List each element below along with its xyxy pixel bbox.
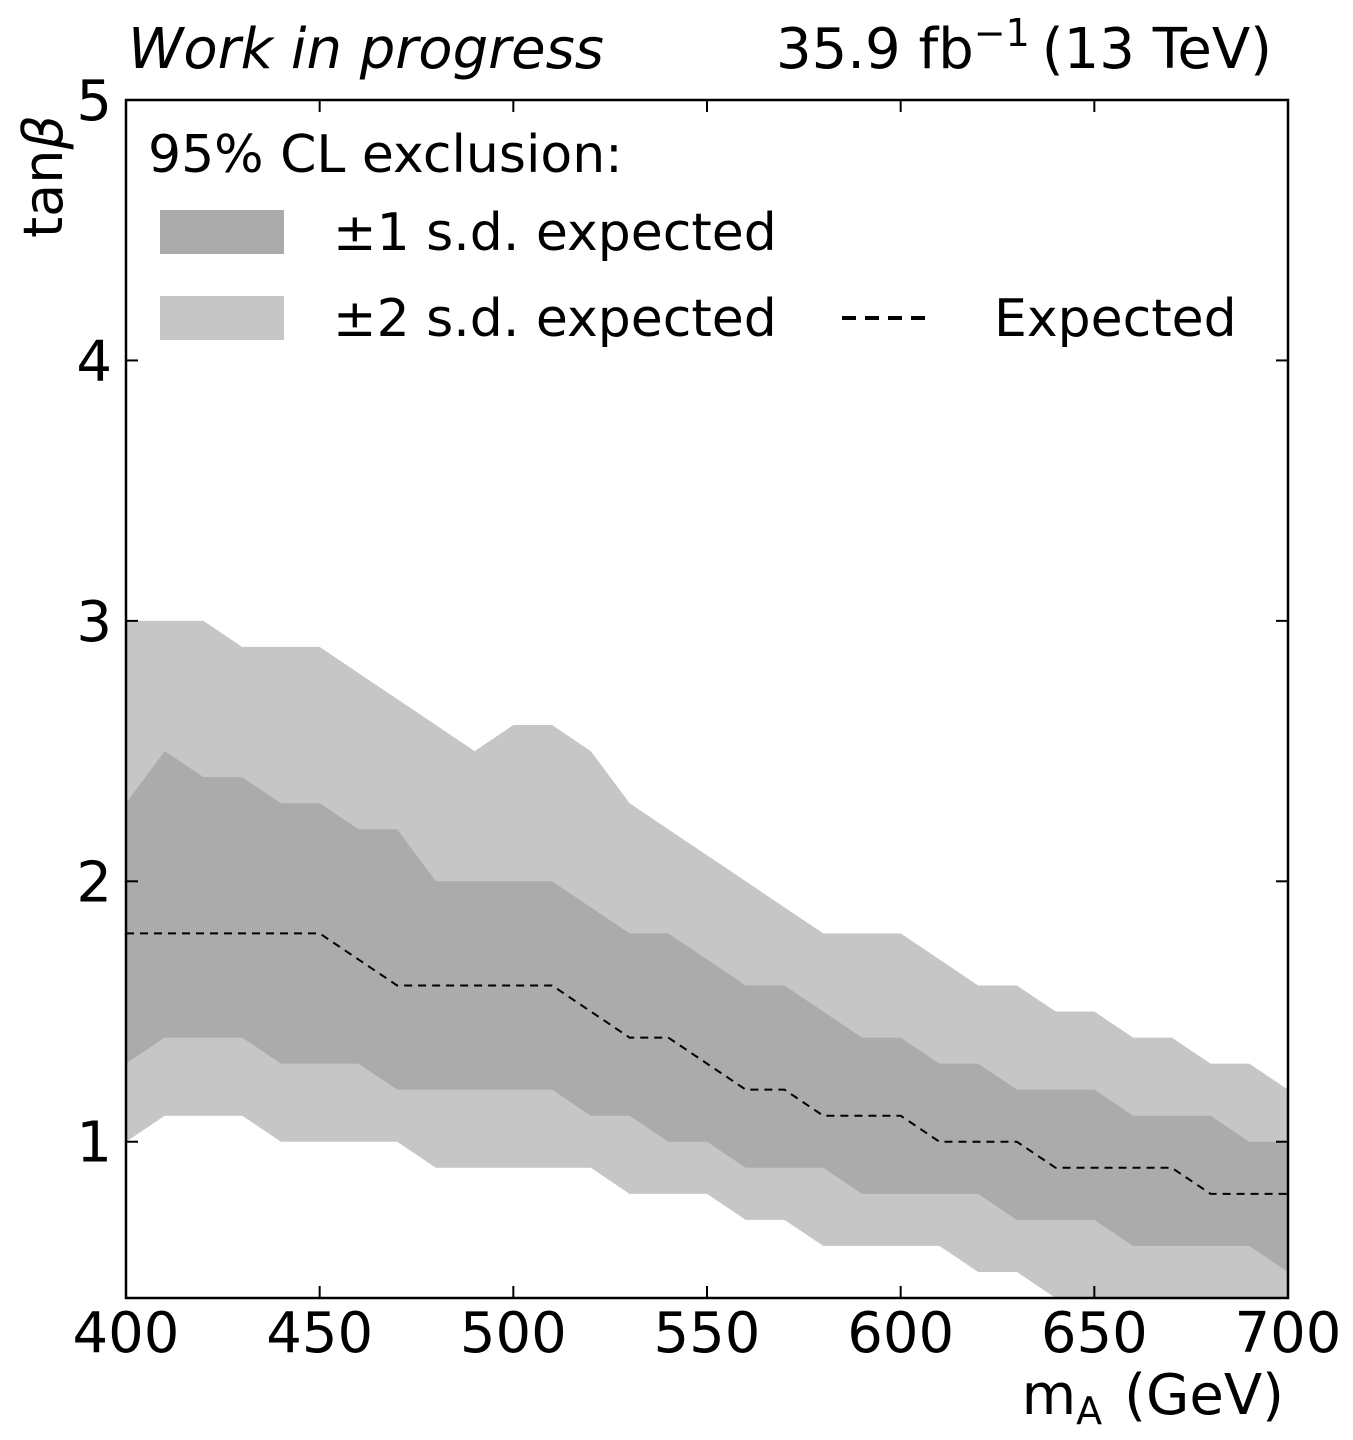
x-tick-label: 700: [1235, 1301, 1342, 1366]
x-axis-label-main: m: [1022, 1363, 1077, 1428]
y-tick-label: 1: [76, 1111, 112, 1176]
lumi-value: 35.9 fb: [776, 17, 974, 82]
x-tick-label: 500: [460, 1301, 567, 1366]
x-tick-label: 650: [1041, 1301, 1148, 1366]
band-1sd: [126, 751, 1288, 1272]
legend-swatch-1sd: [160, 210, 284, 254]
axis-ticks: 400 450 500 550 600 650 700 1 2 3 4 5: [73, 69, 1342, 1366]
x-axis-label: mA (GeV): [1022, 1363, 1284, 1433]
x-tick-label: 400: [73, 1301, 180, 1366]
lumi-exponent: −1: [974, 11, 1030, 55]
x-tick-label: 550: [654, 1301, 761, 1366]
plot-area: [126, 620, 1288, 1298]
x-axis-label-sub: A: [1076, 1389, 1102, 1433]
y-axis-label-symbol: β: [12, 115, 75, 150]
y-tick-label: 2: [76, 850, 112, 915]
x-axis-label-unit: (GeV): [1124, 1363, 1284, 1428]
y-axis-label-main: tan: [12, 150, 75, 239]
legend: 95% CL exclusion: ±1 s.d. expected ±2 s.…: [148, 125, 1237, 349]
y-tick-label: 5: [76, 69, 112, 134]
energy-label: (13 TeV): [1042, 17, 1272, 82]
y-tick-label: 3: [76, 590, 112, 655]
legend-swatch-2sd: [160, 296, 284, 340]
legend-label-expected: Expected: [994, 289, 1237, 349]
expected-line: [126, 932, 1288, 1195]
legend-label-1sd: ±1 s.d. expected: [333, 203, 777, 263]
x-tick-label: 450: [266, 1301, 373, 1366]
work-in-progress-label: Work in progress: [128, 17, 604, 82]
luminosity-label: 35.9 fb−1 (13 TeV): [776, 11, 1272, 82]
x-tick-label: 600: [847, 1301, 954, 1366]
y-axis-label: tanβ: [12, 115, 75, 238]
legend-label-2sd: ±2 s.d. expected: [333, 289, 777, 349]
y-tick-label: 4: [76, 329, 112, 394]
legend-title: 95% CL exclusion:: [148, 125, 623, 185]
